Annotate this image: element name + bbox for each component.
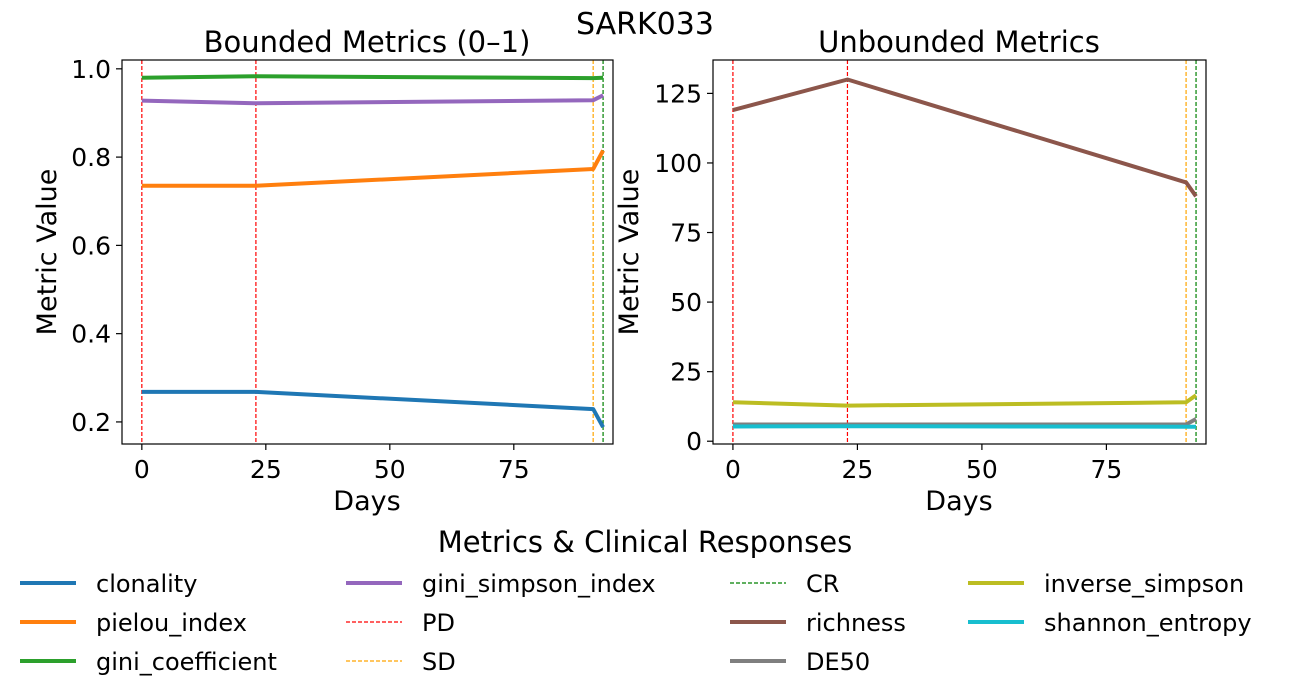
x-axis-label: Days	[925, 486, 992, 517]
y-tick-label: 0.2	[71, 408, 111, 437]
series-lines	[732, 77, 1198, 429]
series-line-gini-coefficient	[141, 74, 604, 81]
legend-label-de50: DE50	[806, 648, 870, 676]
y-tick-label: 0	[686, 427, 702, 456]
legend-label-gini-simpson-index: gini_simpson_index	[422, 570, 656, 598]
x-tick-label: 25	[250, 455, 282, 484]
series-line-inverse-simpson	[732, 393, 1198, 408]
y-tick-label: 125	[654, 79, 702, 108]
plot-frame	[121, 59, 614, 445]
response-markers	[141, 60, 604, 444]
y-tick-label: 0.4	[71, 320, 111, 349]
x-tick-label: 75	[498, 455, 530, 484]
x-tick-label: 0	[134, 455, 150, 484]
response-markers	[732, 60, 1197, 444]
bounded-metrics-panel: Bounded Metrics (0–1) Days Metric Value …	[32, 25, 614, 517]
y-tick-label: 0.6	[71, 231, 111, 260]
series-line-shannon-entropy	[732, 424, 1196, 429]
x-tick-label: 0	[725, 455, 741, 484]
unbounded-metrics-panel: Unbounded Metrics Days Metric Value 0 25 5…	[614, 25, 1207, 517]
legend-label-gini-coefficient: gini_coefficient	[96, 648, 277, 676]
legend: Metrics & Clinical Responses clonality pi…	[20, 525, 1252, 676]
x-tick-label: 50	[374, 455, 406, 484]
series-line-gini-simpson-index	[141, 93, 604, 106]
series-line-clonality	[141, 389, 605, 429]
axis-ticks: 0 25 50 75 0 25 50 75 100 125	[654, 79, 1122, 484]
legend-label-pd: PD	[422, 609, 455, 637]
legend-label-richness: richness	[806, 609, 906, 637]
y-tick-label: 50	[670, 288, 702, 317]
series-line-pielou-index	[141, 149, 605, 188]
figure-title: SARK033	[576, 7, 714, 42]
panel-title: Bounded Metrics (0–1)	[204, 25, 531, 59]
axis-ticks: 0 25 50 75 0.2 0.4 0.6 0.8 1.0	[71, 55, 529, 484]
series-line-richness	[732, 77, 1198, 198]
y-tick-label: 100	[654, 149, 702, 178]
legend-label-inverse-simpson: inverse_simpson	[1044, 570, 1244, 598]
y-axis-label: Metric Value	[614, 169, 645, 336]
x-tick-label: 50	[966, 455, 998, 484]
y-tick-label: 1.0	[71, 55, 111, 84]
y-tick-label: 0.8	[71, 143, 111, 172]
legend-title: Metrics & Clinical Responses	[438, 525, 853, 559]
x-axis-label: Days	[333, 486, 400, 517]
legend-label-clonality: clonality	[96, 570, 197, 598]
x-tick-label: 25	[842, 455, 874, 484]
x-tick-label: 75	[1090, 455, 1122, 484]
legend-label-sd: SD	[422, 648, 456, 676]
legend-label-cr: CR	[806, 570, 839, 598]
y-axis-label: Metric Value	[32, 169, 63, 336]
legend-label-shannon-entropy: shannon_entropy	[1044, 609, 1252, 637]
series-lines	[141, 74, 605, 429]
y-tick-label: 25	[670, 358, 702, 387]
plot-frame	[712, 59, 1207, 445]
legend-label-pielou-index: pielou_index	[96, 609, 247, 637]
series-line-de50	[732, 417, 1197, 427]
y-tick-label: 75	[670, 219, 702, 248]
panel-title: Unbounded Metrics	[818, 25, 1100, 59]
